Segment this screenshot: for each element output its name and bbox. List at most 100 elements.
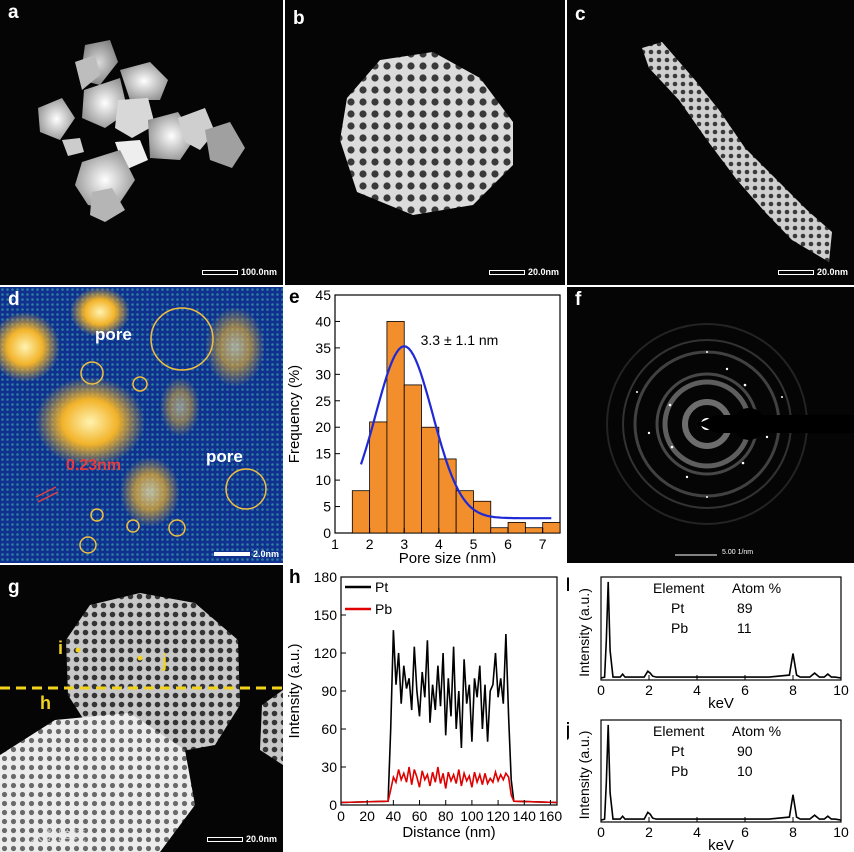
x-tick-label: 8: [789, 682, 797, 698]
x-tick-label: 40: [386, 808, 402, 824]
panel-e-label: e: [289, 287, 300, 308]
x-tick-label: 1: [331, 536, 339, 552]
x-tick-label: 4: [435, 536, 443, 552]
legend-label-pb: Pb: [375, 601, 392, 617]
panel-d-hrtem-image: [0, 287, 283, 563]
x-axis-label: Pore size (nm): [399, 550, 497, 563]
x-tick-label: 6: [741, 824, 749, 840]
panel-b: b 20.0nm: [285, 0, 565, 285]
panel-e: 1 2 3 4 5 6 7 0 5 10 15 20 25 30 35 40 45 Pore size (nm) F…: [285, 287, 565, 563]
histogram-bar: [351, 490, 371, 534]
histogram-bar: [403, 384, 422, 534]
y-axis-label: Intensity (a.u.): [576, 588, 592, 677]
panel-g-scale-bar: 20.0nm: [206, 834, 277, 844]
x-tick-label: 0: [597, 682, 605, 698]
histogram-bar: [369, 421, 388, 534]
x-tick-label: 80: [438, 808, 454, 824]
panel-g-micrograph: [0, 593, 283, 852]
y-tick-label: 180: [314, 569, 338, 585]
series-line-pb: [340, 766, 558, 804]
panel-d-scale-bar: 2.0nm: [213, 549, 279, 559]
histogram-bar: [455, 490, 474, 534]
y-tick-label: 0: [329, 797, 337, 813]
eds-j-frame: [600, 719, 842, 823]
y-tick-label: 30: [315, 366, 331, 382]
panel-j: 0 2 4 6 8 10 keV Intensity (a.u.) Element Atom % P…: [567, 708, 854, 852]
pore-label-2: pore: [206, 447, 243, 466]
eds-i-row-element: Pb: [671, 620, 688, 636]
eds-j-row-value: 10: [737, 763, 753, 779]
eds-j-row-value: 90: [737, 743, 753, 759]
panel-b-micrograph: [340, 52, 513, 215]
histogram-bar: [438, 458, 457, 534]
x-tick-label: 10: [833, 682, 849, 698]
x-tick-label: 4: [693, 824, 701, 840]
y-axis-label: Frequency (%): [286, 365, 303, 463]
panel-b-scale-bar: 20.0nm: [488, 267, 559, 277]
x-tick-label: 120: [486, 808, 510, 824]
y-tick-label: 120: [314, 645, 338, 661]
y-tick-label: 5: [323, 499, 331, 515]
y-tick-label: 15: [315, 446, 331, 462]
x-tick-label: 6: [504, 536, 512, 552]
eds-i-row-value: 89: [737, 600, 753, 616]
x-tick-label: 2: [645, 824, 653, 840]
panel-c-micrograph: [642, 42, 832, 262]
panel-a-micrograph: [38, 40, 245, 222]
histogram-bar: [490, 527, 509, 534]
x-tick-label: 6: [741, 682, 749, 698]
y-tick-label: 150: [314, 607, 338, 623]
panel-c-label: c: [575, 4, 586, 25]
point-i-label: i: [58, 638, 64, 658]
x-tick-label: 20: [359, 808, 375, 824]
x-tick-label: 0: [337, 808, 345, 824]
x-tick-label: 8: [789, 824, 797, 840]
panel-c-scale-bar: 20.0nm: [777, 267, 848, 277]
y-tick-label: 60: [321, 721, 337, 737]
eds-j-header-atom: Atom %: [732, 723, 781, 739]
panel-j-label: j: [567, 720, 571, 741]
panel-g-label: g: [8, 577, 20, 598]
eds-i-frame: [600, 576, 842, 681]
y-tick-label: 10: [315, 472, 331, 488]
eds-j-row-element: Pt: [671, 743, 684, 759]
eds-j-row-element: Pb: [671, 763, 688, 779]
panel-d-label: d: [8, 289, 20, 310]
x-tick-label: 0: [597, 824, 605, 840]
eds-spectrum-i: 0 2 4 6 8 10 keV Intensity (a.u.) Element Atom % P…: [576, 576, 849, 710]
point-j-label: j: [162, 651, 168, 671]
histogram-bar: [507, 522, 526, 534]
x-tick-label: 4: [693, 682, 701, 698]
panel-a-label: a: [8, 2, 19, 23]
x-tick-label: 2: [645, 682, 653, 698]
x-tick-label: 100: [460, 808, 484, 824]
x-tick-label: 2: [366, 536, 374, 552]
eds-i-row-element: Pt: [671, 600, 684, 616]
x-tick-label: 3: [400, 536, 408, 552]
y-tick-label: 35: [315, 340, 331, 356]
eds-j-spectrum-line: [600, 724, 842, 821]
x-tick-label: 10: [833, 824, 849, 840]
x-tick-label: 60: [412, 808, 428, 824]
eds-i-spectrum-line: [600, 581, 842, 679]
eds-spectrum-j: 0 2 4 6 8 10 keV Intensity (a.u.) Element Atom % P…: [576, 719, 849, 852]
panel-g: g i j h 20.0nm 大数跨境: [0, 565, 283, 852]
eds-i-row-value: 11: [737, 620, 752, 636]
panel-i-label: I: [567, 575, 571, 596]
legend-label-pt: Pt: [375, 579, 388, 595]
panel-i: 0 2 4 6 8 10 keV Intensity (a.u.) Element Atom % P…: [567, 565, 854, 710]
x-tick-label: 160: [539, 808, 563, 824]
y-tick-label: 90: [321, 683, 337, 699]
panel-f-scale-label: 5.00 1/nm: [722, 549, 754, 556]
fit-annotation: 3.3 ± 1.1 nm: [421, 332, 499, 348]
gaussian-fit-curve: [359, 345, 552, 520]
y-tick-label: 0: [323, 525, 331, 541]
panel-c: c 20.0nm: [567, 0, 854, 285]
x-axis-label: Distance (nm): [402, 824, 495, 841]
panel-h: 0 20 40 60 80 100 120 140 160 0 30 60 90 120 150 180 Dis…: [285, 565, 567, 852]
panel-a: a 100.0nm: [0, 0, 283, 285]
series-line-pt: [340, 630, 558, 804]
eds-j-header-element: Element: [653, 723, 704, 739]
watermark: 大数跨境: [30, 828, 86, 844]
